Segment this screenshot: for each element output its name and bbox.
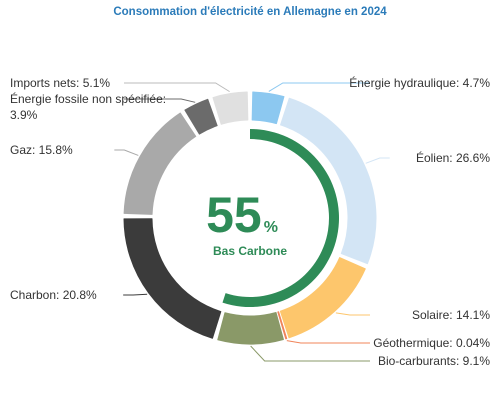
chart-title: Consommation d'électricité en Allemagne … [113,6,387,18]
leader-line [124,98,196,103]
center-number: 55 [206,187,262,243]
segment-label: Imports nets: 5.1% [10,76,111,90]
donut-segment [123,112,197,215]
donut-segment [217,311,284,345]
leader-line [250,345,370,362]
segment-label: Énergie fossile non spécifiée: 3.9% [10,92,167,122]
leader-line [268,82,370,92]
center-value: 55% [206,187,278,243]
donut-segment [123,218,222,339]
center-unit: % [264,219,278,236]
segment-label: Énergie hydraulique: 4.7% [349,76,490,90]
donut-segment [184,98,218,135]
donut-segment [251,91,285,125]
donut-segment [280,97,377,265]
leader-line [123,293,148,296]
leader-line [365,157,390,164]
segment-label: Solaire: 14.1% [411,308,490,322]
leader-line [286,340,370,344]
segment-label: Charbon: 20.8% [10,288,97,302]
segment-label: Gaz: 15.8% [10,143,73,157]
leader-line [114,149,139,156]
segment-label: Bio-carburants: 9.1% [377,354,490,368]
center-label: Bas Carbone [213,244,287,258]
leader-line [124,82,230,93]
donut-segment [212,91,249,125]
donut-segment [279,257,366,339]
segment-label: Géothermique: 0.04% [373,336,490,350]
leader-line [335,312,370,316]
donut-segment [277,311,288,340]
segment-label: Éolien: 26.6% [415,151,490,165]
